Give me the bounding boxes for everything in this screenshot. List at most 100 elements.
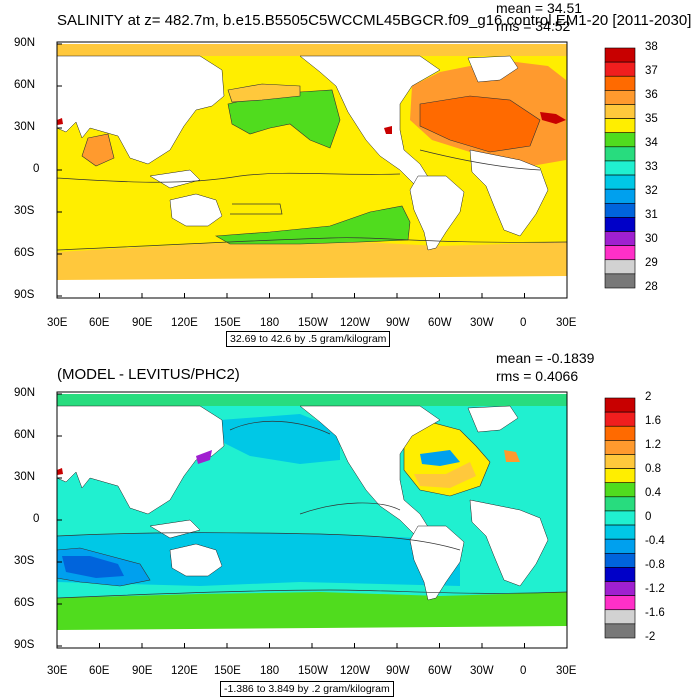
greenland: [467, 55, 519, 83]
colorbar-tick-label: 1.2: [645, 439, 661, 451]
colorbar-swatch: [604, 202, 636, 218]
colorbar-swatch: [604, 524, 636, 540]
arctic-band: [57, 394, 567, 406]
y-tick-label: 30N: [14, 471, 36, 483]
arabian-sea-orange: [81, 133, 115, 167]
antarctica: [57, 626, 567, 648]
x-tick-label: 90E: [132, 317, 153, 329]
x-tick-label: 150E: [214, 317, 241, 329]
contour-info-box: -1.386 to 3.849 by .2 gram/kilogram: [220, 681, 394, 697]
contour-info-box: 32.69 to 42.6 by .5 gram/kilogram: [226, 331, 391, 347]
chart-title: (MODEL - LEVITUS/PHC2): [57, 366, 240, 383]
x-tick-label: 30E: [47, 665, 68, 677]
rms-stat: rms = 34.52: [496, 18, 571, 34]
red-sea-patch: [57, 118, 63, 125]
y-tick-label: 90S: [14, 639, 35, 651]
north-atlantic-core: [419, 95, 541, 153]
colorbar-tick-label: 36: [645, 89, 658, 101]
colorbar-tick-label: -1.6: [645, 607, 665, 619]
colorbar: [604, 397, 636, 639]
colorbar-tick-label: -1.2: [645, 583, 665, 595]
greenland: [467, 405, 519, 433]
colorbar-swatch: [604, 623, 636, 639]
colorbar-swatch: [604, 75, 636, 91]
y-tick-label: 30S: [14, 555, 35, 567]
mediterranean-patch: [540, 112, 566, 124]
colorbar-swatch: [604, 425, 636, 441]
colorbar-tick-label: 0.4: [645, 487, 661, 499]
colorbar-swatch: [604, 273, 636, 289]
colorbar-tick-label: 30: [645, 233, 658, 245]
colorbar-swatch: [604, 552, 636, 568]
colorbar-swatch: [604, 231, 636, 246]
x-tick-label: 30W: [470, 665, 494, 677]
chart-title: SALINITY at z= 482.7m, b.e15.B5505C5WCCM…: [57, 12, 692, 29]
gulf-patch: [384, 126, 392, 134]
contour-lines: [56, 420, 568, 599]
africa: [469, 499, 549, 587]
y-tick-label: 90S: [14, 289, 35, 301]
arctic-band: [57, 44, 567, 56]
colorbar-swatch: [604, 496, 636, 512]
colorbar-swatch: [604, 104, 636, 119]
colorbar-tick-label: -0.8: [645, 559, 665, 571]
south-america: [409, 525, 465, 601]
south-pacific-green: [214, 205, 411, 245]
colorbar-tick-label: 2: [645, 391, 652, 403]
africa: [469, 149, 549, 237]
colorbar-tick-label: 38: [645, 41, 658, 53]
colorbar-swatch: [604, 454, 636, 469]
difference-panel: (MODEL - LEVITUS/PHC2) mean = -0.1839 rm…: [0, 350, 700, 700]
contour-lines: [56, 149, 568, 251]
x-tick-label: 150W: [298, 665, 329, 677]
y-ticks: [57, 43, 62, 297]
eurasia: [56, 405, 225, 515]
x-tick-label: 30W: [470, 317, 494, 329]
north-atlantic-orange: [414, 462, 476, 488]
mean-stat: mean = 34.51: [496, 0, 583, 16]
x-tick-label: 90E: [132, 665, 153, 677]
x-tick-label: 150W: [298, 317, 329, 329]
map-frame: [56, 41, 568, 299]
colorbar: [604, 47, 636, 289]
x-tick-label: 180: [260, 317, 280, 329]
x-tick-label: 120W: [340, 665, 371, 677]
colorbar-swatch: [604, 595, 636, 611]
x-tick-label: 180: [260, 665, 280, 677]
y-tick-label: 90N: [14, 387, 36, 399]
x-tick-label: 60W: [428, 665, 452, 677]
y-tick-label: 30S: [14, 205, 35, 217]
colorbar-tick-label: -0.4: [645, 535, 665, 547]
colorbar-tick-label: 1.6: [645, 415, 661, 427]
colorbar-tick-label: 0: [645, 511, 652, 523]
y-tick-label: 0: [33, 513, 40, 525]
y-tick-label: 60N: [14, 79, 36, 91]
colorbar-tick-label: 35: [645, 113, 658, 125]
colorbar-tick-label: 0.8: [645, 463, 661, 475]
colorbar-swatch: [604, 118, 636, 134]
x-tick-label: 120E: [171, 665, 198, 677]
y-tick-label: 0: [33, 163, 40, 175]
x-tick-label: 60W: [428, 317, 452, 329]
continents: [56, 405, 567, 648]
colorbar-swatch: [604, 188, 636, 204]
colorbar-swatch: [604, 47, 636, 63]
indonesia: [149, 519, 201, 539]
salinity-panel: SALINITY at z= 482.7m, b.e15.B5505C5WCCM…: [14, 0, 692, 347]
colorbar-swatch: [604, 567, 636, 582]
colorbar-swatch: [604, 510, 636, 526]
colorbar-tick-label: 37: [645, 65, 658, 77]
x-ticks: [56, 643, 568, 648]
x-tick-label: 120E: [171, 317, 198, 329]
colorbar-tick-label: 28: [645, 281, 658, 293]
colorbar-swatch: [604, 397, 636, 413]
australia: [169, 543, 223, 577]
colorbar-swatch: [604, 90, 636, 105]
y-tick-label: 60S: [14, 247, 35, 259]
colorbar-tick-label: 29: [645, 257, 658, 269]
north-atlantic-blue: [420, 450, 460, 466]
x-tick-label: 150E: [214, 665, 241, 677]
x-tick-label: 90W: [386, 317, 410, 329]
south-indian-darker: [62, 556, 124, 578]
japan-sea-patch: [196, 450, 212, 464]
